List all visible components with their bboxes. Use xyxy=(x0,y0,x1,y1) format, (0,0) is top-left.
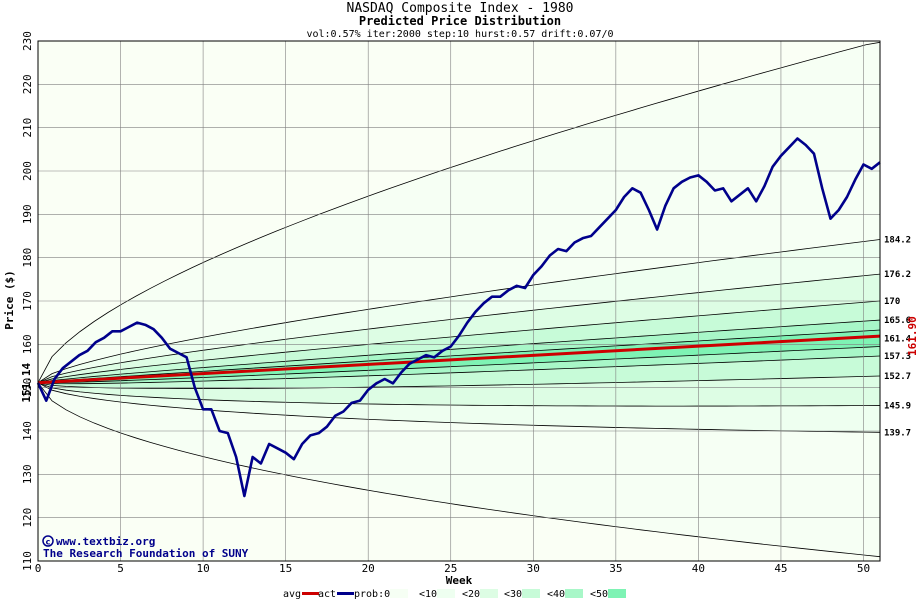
right-band-labels: 184.2 176.2 170 165.6 161.4 157.3 152.7 145.9 13… xyxy=(884,235,912,438)
y-tick-label: 210 xyxy=(21,118,34,138)
y-tick-label: 160 xyxy=(21,334,34,354)
x-tick-label: 10 xyxy=(196,562,209,575)
y-tick-label: 140 xyxy=(21,421,34,441)
avg-line xyxy=(37,334,881,385)
y-tick-label: 130 xyxy=(21,464,34,484)
x-axis-label: Week xyxy=(446,574,473,587)
x-tick-label: 0 xyxy=(35,562,42,575)
legend-box-swatch xyxy=(565,589,583,598)
credit-url: www.textbiz.org xyxy=(56,535,155,548)
band-lower-line xyxy=(37,355,881,385)
y-tick-label: 120 xyxy=(21,508,34,528)
right-band-label: 145.9 xyxy=(884,401,911,411)
x-tick-labels: 0 5 10 15 20 25 30 35 40 45 50 xyxy=(35,562,870,575)
chart-title: NASDAQ Composite Index - 1980 xyxy=(347,1,574,16)
band-lower-line xyxy=(37,346,881,384)
band-lower-line xyxy=(37,375,881,389)
legend-label: <50% xyxy=(590,589,614,600)
legend-box-swatch xyxy=(608,589,626,598)
legend-label: <20% xyxy=(462,589,486,600)
chart-subtitle: Predicted Price Distribution xyxy=(359,14,561,28)
start-value-label: 151.14 xyxy=(20,362,33,402)
legend-line-swatch xyxy=(337,592,354,595)
legend: avg act prob:0% <10% <20% <30% <40% <50% xyxy=(283,589,626,600)
y-tick-label: 150 xyxy=(21,378,34,398)
legend-label: <10% xyxy=(419,589,443,600)
legend-label: <40% xyxy=(547,589,571,600)
right-band-label: 152.7 xyxy=(884,372,911,382)
x-tick-label: 15 xyxy=(279,562,292,575)
chart-params: vol:0.57% iter:2000 step:10 hurst:0.57 d… xyxy=(306,29,613,40)
right-band-label: 157.3 xyxy=(884,352,911,362)
legend-label: prob:0% xyxy=(354,589,396,600)
right-band-label: 139.7 xyxy=(884,428,911,438)
band-upper-line xyxy=(37,319,881,384)
band-lower-line xyxy=(37,382,881,433)
prob-band-40pct xyxy=(38,320,880,384)
legend-label: avg xyxy=(283,589,301,600)
credit-org: The Research Foundation of SUNY xyxy=(43,547,249,560)
y-tick-label: 230 xyxy=(21,31,34,51)
legend-box-swatch xyxy=(437,589,455,598)
legend-box-swatch xyxy=(390,589,408,598)
band-upper-line xyxy=(37,41,881,383)
y-tick-label: 170 xyxy=(21,291,34,311)
band-lower-line xyxy=(37,382,881,407)
x-tick-label: 25 xyxy=(444,562,457,575)
band-upper-line xyxy=(37,239,881,384)
y-tick-label: 180 xyxy=(21,248,34,268)
end-value-label: 161.90 xyxy=(906,316,919,356)
legend-line-swatch xyxy=(302,592,319,595)
right-band-label: 176.2 xyxy=(884,270,911,280)
legend-label: <30% xyxy=(504,589,528,600)
right-band-label: 170 xyxy=(884,297,900,307)
y-tick-label: 110 xyxy=(21,551,34,571)
x-tick-label: 45 xyxy=(774,562,787,575)
y-tick-label: 200 xyxy=(21,161,34,181)
band-boundary-lines xyxy=(37,41,881,558)
copyright-icon: c xyxy=(42,535,54,547)
band-upper-line xyxy=(37,329,881,384)
x-tick-label: 30 xyxy=(527,562,540,575)
y-tick-labels: 110 120 130 140 150 160 170 180 190 200 210 220 230 xyxy=(21,31,34,571)
legend-box-swatch xyxy=(522,589,540,598)
right-band-label: 161.4 xyxy=(884,334,912,344)
x-tick-label: 5 xyxy=(117,562,124,575)
right-band-label: 184.2 xyxy=(884,235,911,245)
y-axis-label: Price ($) xyxy=(3,270,16,330)
x-tick-label: 20 xyxy=(362,562,375,575)
svg-text:c: c xyxy=(46,538,51,547)
y-tick-label: 220 xyxy=(21,74,34,94)
x-tick-label: 40 xyxy=(692,562,705,575)
legend-box-swatch xyxy=(480,589,498,598)
x-tick-label: 50 xyxy=(857,562,870,575)
band-lower-line xyxy=(37,382,881,558)
data-series xyxy=(36,137,881,498)
x-tick-label: 35 xyxy=(609,562,622,575)
y-tick-label: 190 xyxy=(21,204,34,224)
actual-price-line xyxy=(36,137,881,498)
plot-frame xyxy=(37,40,881,562)
legend-label: act xyxy=(318,589,336,600)
right-band-label: 165.6 xyxy=(884,316,911,326)
